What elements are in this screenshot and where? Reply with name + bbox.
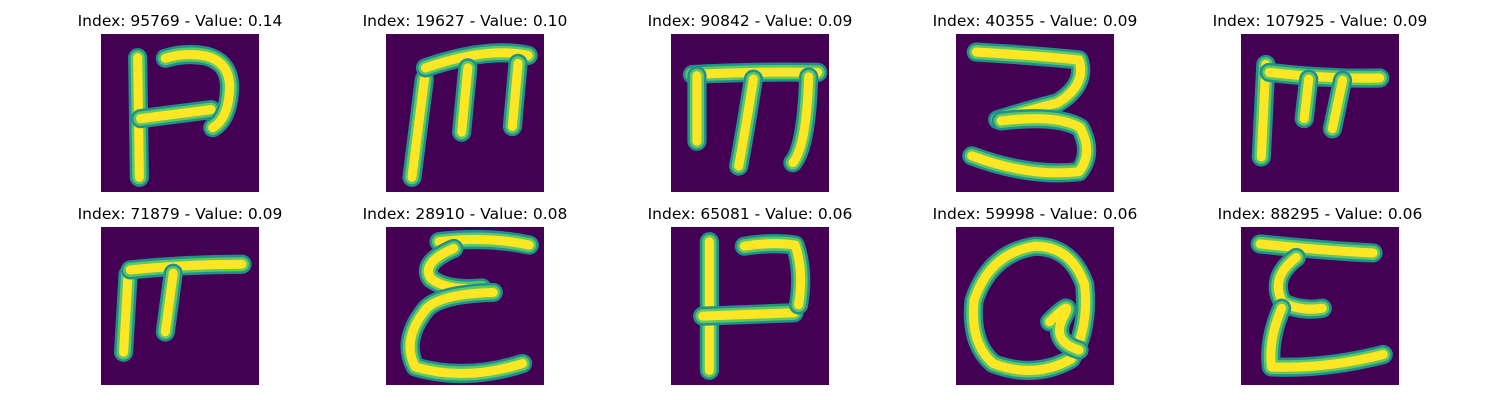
stroke-core <box>135 105 216 124</box>
glyph-image <box>386 227 544 385</box>
image-panel: Index: 19627 - Value: 0.10 <box>350 0 580 192</box>
panel-title: Index: 90842 - Value: 0.09 <box>647 12 853 30</box>
glyph-image <box>956 34 1114 192</box>
stroke-core <box>788 72 814 168</box>
handwritten-glyph-e-curly <box>386 227 544 385</box>
stroke-core <box>507 58 523 132</box>
stroke-core <box>739 239 806 310</box>
image-panel: Index: 65081 - Value: 0.06 <box>635 193 865 385</box>
handwritten-glyph-m <box>386 34 544 192</box>
stroke-core <box>1255 239 1378 258</box>
handwritten-glyph-e-curly-2 <box>1241 227 1399 385</box>
image-panel: Index: 28910 - Value: 0.08 <box>350 193 580 385</box>
stroke-core <box>407 74 429 182</box>
stroke-core <box>119 269 133 357</box>
image-panel: Index: 95769 - Value: 0.14 <box>65 0 295 192</box>
glyph-image <box>1241 227 1399 385</box>
stroke-core <box>1299 74 1314 124</box>
stroke-core <box>125 259 247 275</box>
stroke-core <box>160 49 235 133</box>
glyph-image <box>101 227 259 385</box>
panel-title: Index: 59998 - Value: 0.06 <box>932 205 1138 223</box>
stroke-core <box>405 287 528 379</box>
panel-title: Index: 95769 - Value: 0.14 <box>77 12 283 30</box>
image-panel: Index: 88295 - Value: 0.06 <box>1205 193 1435 385</box>
stroke-core <box>698 308 799 321</box>
image-panel: Index: 59998 - Value: 0.06 <box>920 193 1150 385</box>
image-panel: Index: 90842 - Value: 0.09 <box>635 0 865 192</box>
panel-title: Index: 65081 - Value: 0.06 <box>647 205 853 223</box>
stroke-core <box>160 268 178 337</box>
glyph-image <box>671 227 829 385</box>
stroke-core <box>1264 67 1385 83</box>
panel-title: Index: 71879 - Value: 0.09 <box>77 205 283 223</box>
stroke-core <box>457 63 473 137</box>
stroke-core <box>734 74 758 171</box>
handwritten-glyph-hook <box>101 34 259 192</box>
image-panel: Index: 40355 - Value: 0.09 <box>920 0 1150 192</box>
image-panel: Index: 71879 - Value: 0.09 <box>65 193 295 385</box>
handwritten-glyph-f <box>101 227 259 385</box>
handwritten-glyph-hook-2 <box>671 227 829 385</box>
stroke-core <box>1266 303 1388 372</box>
stroke-core <box>1327 75 1348 134</box>
stroke-core <box>968 241 1091 375</box>
stroke-core <box>1045 303 1084 355</box>
glyph-image <box>1241 34 1399 192</box>
panel-title: Index: 19627 - Value: 0.10 <box>362 12 568 30</box>
glyph-image <box>956 227 1114 385</box>
handwritten-glyph-3 <box>956 34 1114 192</box>
glyph-image <box>101 34 259 192</box>
panel-title: Index: 88295 - Value: 0.06 <box>1217 205 1423 223</box>
handwritten-glyph-m-thin <box>671 34 829 192</box>
image-panel: Index: 107925 - Value: 0.09 <box>1205 0 1435 192</box>
handwritten-glyph-pi <box>1241 34 1399 192</box>
panel-title: Index: 40355 - Value: 0.09 <box>932 12 1138 30</box>
handwritten-glyph-q <box>956 227 1114 385</box>
glyph-image <box>671 34 829 192</box>
glyph-image <box>386 34 544 192</box>
panel-title: Index: 107925 - Value: 0.09 <box>1212 12 1428 30</box>
panel-title: Index: 28910 - Value: 0.08 <box>362 205 568 223</box>
stroke-core <box>967 114 1092 178</box>
